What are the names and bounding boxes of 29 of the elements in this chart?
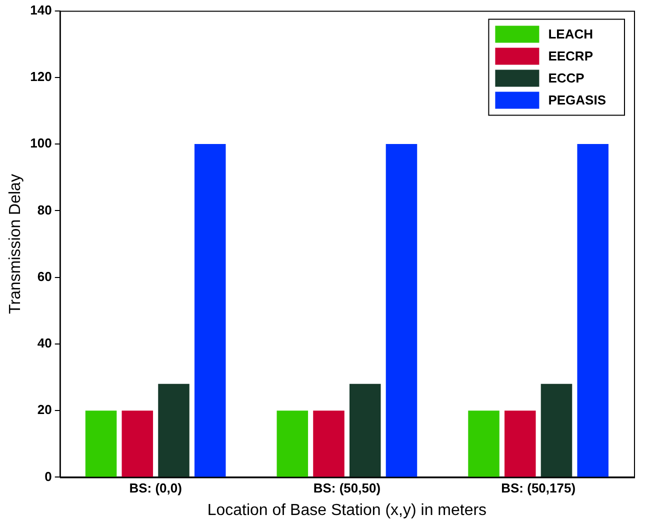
bar [313,410,344,477]
bar [158,384,190,477]
legend-label: ECCP [548,70,585,86]
bar [540,384,572,477]
y-tick-label: 20 [37,402,52,418]
x-tick-label: BS: (0,0) [129,480,182,496]
y-tick-label: 140 [30,2,52,18]
y-axis-title: Transmission Delay [7,174,24,314]
bar [349,384,381,477]
legend-label: EECRP [548,48,594,64]
y-tick-label: 80 [37,202,52,218]
y-tick-label: 120 [30,69,52,84]
y-tick-label: 60 [37,268,52,284]
bar [194,144,226,477]
y-tick-label: 100 [30,136,52,151]
x-tick-label: BS: (50,175) [501,480,576,496]
x-axis-title: Location of Base Station (x,y) in meters [207,502,487,519]
bar [386,144,418,477]
y-tick-label: 40 [37,336,52,351]
y-tick-label: 0 [44,468,52,484]
bar [577,144,608,477]
bar [468,410,500,477]
legend-label: LEACH [548,26,593,42]
bar [276,410,308,477]
bar [122,410,154,477]
bar [85,410,117,477]
bar [504,410,536,477]
x-tick-label: BS: (50,50) [313,480,381,496]
legend-label: PEGASIS [548,92,606,108]
